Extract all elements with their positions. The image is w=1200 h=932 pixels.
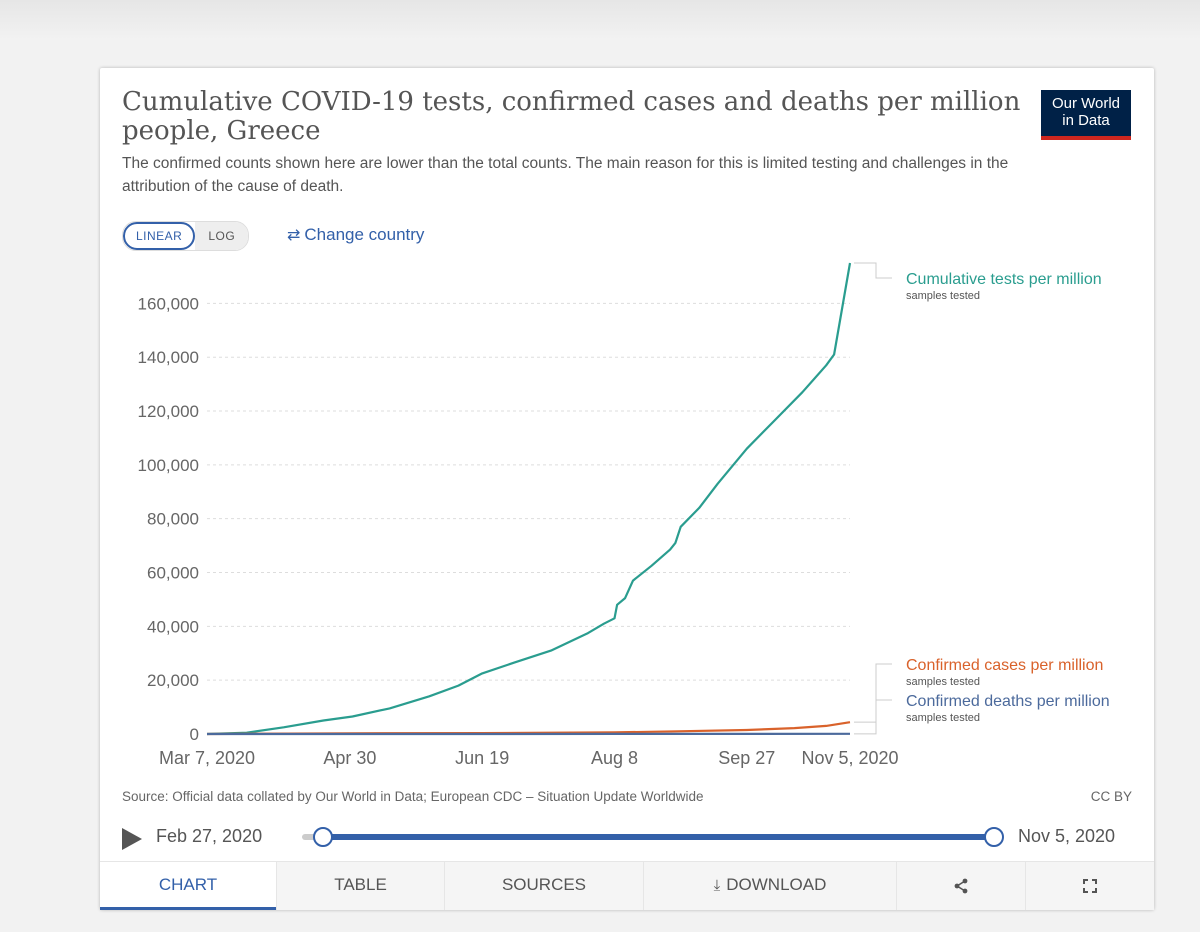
y-axis-ticks: 0 20,000 40,000 60,000 80,000 100,000 120,000 1…	[138, 294, 199, 744]
license-link[interactable]: CC BY	[1090, 789, 1132, 804]
tab-bar: CHART TABLE SOURCES ⤓ DOWNLOAD	[100, 861, 1154, 910]
browser-top-shadow	[0, 0, 1200, 40]
linear-scale-button[interactable]: LINEAR	[123, 222, 196, 250]
series-sublabel-1: samples tested	[906, 676, 980, 688]
tab-share[interactable]	[896, 862, 1025, 910]
chart-subtitle: The confirmed counts shown here are lowe…	[122, 155, 1009, 195]
logo-line-1: Our World	[1051, 95, 1121, 112]
source-note: Source: Official data collated by Our Wo…	[122, 789, 704, 804]
y-tick-label: 80,000	[147, 510, 199, 529]
download-icon: ⤓	[713, 877, 721, 894]
series-connector-2	[854, 699, 892, 735]
change-country-button[interactable]: ⇄ Change country	[287, 224, 424, 247]
x-tick-label: Sep 27	[718, 748, 775, 768]
swap-arrows-icon: ⇄	[287, 227, 301, 244]
x-tick-label: Nov 5, 2020	[801, 748, 898, 768]
scale-toggle: LINEAR LOG	[122, 221, 250, 251]
series-labels: Cumulative tests per million samples test…	[854, 262, 1110, 735]
y-tick-label: 100,000	[138, 456, 199, 475]
y-tick-label: 120,000	[138, 402, 199, 421]
tab-table[interactable]: TABLE	[276, 862, 444, 910]
y-tick-label: 40,000	[147, 617, 199, 636]
log-scale-button[interactable]: LOG	[195, 222, 249, 250]
y-tick-label: 20,000	[147, 671, 199, 690]
tab-sources[interactable]: SOURCES	[444, 862, 643, 910]
series-label-0: Cumulative tests per million	[906, 271, 1102, 288]
chart-card: Cumulative COVID-19 tests, confirmed cas…	[100, 68, 1154, 910]
tab-chart[interactable]: CHART	[100, 862, 276, 910]
series-connector-0	[854, 262, 892, 279]
x-axis-ticks: Mar 7, 2020 Apr 30 Jun 19 Aug 8 Sep 27 Nov 5,…	[159, 748, 899, 768]
y-tick-label: 160,000	[138, 294, 199, 313]
tab-download-label: DOWNLOAD	[726, 875, 827, 894]
timeline-start-handle[interactable]	[312, 827, 333, 847]
line-chart: 0 20,000 40,000 60,000 80,000 100,000 120,000 1…	[138, 262, 1110, 768]
x-tick-label: Mar 7, 2020	[159, 748, 255, 768]
x-tick-label: Jun 19	[455, 748, 509, 768]
y-tick-label: 60,000	[147, 564, 199, 583]
timeline-start-label: Feb 27, 2020	[156, 826, 263, 846]
series-line-0	[206, 262, 852, 736]
series-label-2: Confirmed deaths per million	[906, 693, 1110, 710]
gridlines	[207, 302, 850, 735]
timeline-track[interactable]	[302, 827, 1004, 847]
share-icon	[954, 878, 968, 893]
tab-download[interactable]: ⤓ DOWNLOAD	[643, 862, 896, 910]
chart-title: Cumulative COVID-19 tests, confirmed cas…	[122, 87, 1021, 146]
owid-logo[interactable]: Our World in Data	[1041, 90, 1131, 140]
x-tick-label: Apr 30	[323, 748, 376, 768]
play-icon[interactable]	[122, 828, 142, 850]
series-sublabel-2: samples tested	[906, 712, 980, 724]
series-connector-1	[854, 663, 892, 723]
logo-line-2: in Data	[1062, 112, 1110, 129]
series-sublabel-0: samples tested	[906, 290, 980, 302]
timeline-end-label: Nov 5, 2020	[1018, 826, 1116, 846]
timeline: Feb 27, 2020 Nov 5, 2020	[122, 824, 1132, 850]
change-country-label: Change country	[304, 225, 425, 244]
series-lines	[206, 262, 852, 736]
timeline-end-handle[interactable]	[984, 827, 1004, 847]
timeline-range-fill	[322, 834, 994, 840]
tab-fullscreen[interactable]	[1025, 862, 1154, 910]
series-label-1: Confirmed cases per million	[906, 657, 1103, 674]
fullscreen-icon	[1083, 878, 1097, 893]
y-tick-label: 0	[190, 725, 199, 744]
x-tick-label: Aug 8	[591, 748, 638, 768]
y-tick-label: 140,000	[138, 348, 199, 367]
